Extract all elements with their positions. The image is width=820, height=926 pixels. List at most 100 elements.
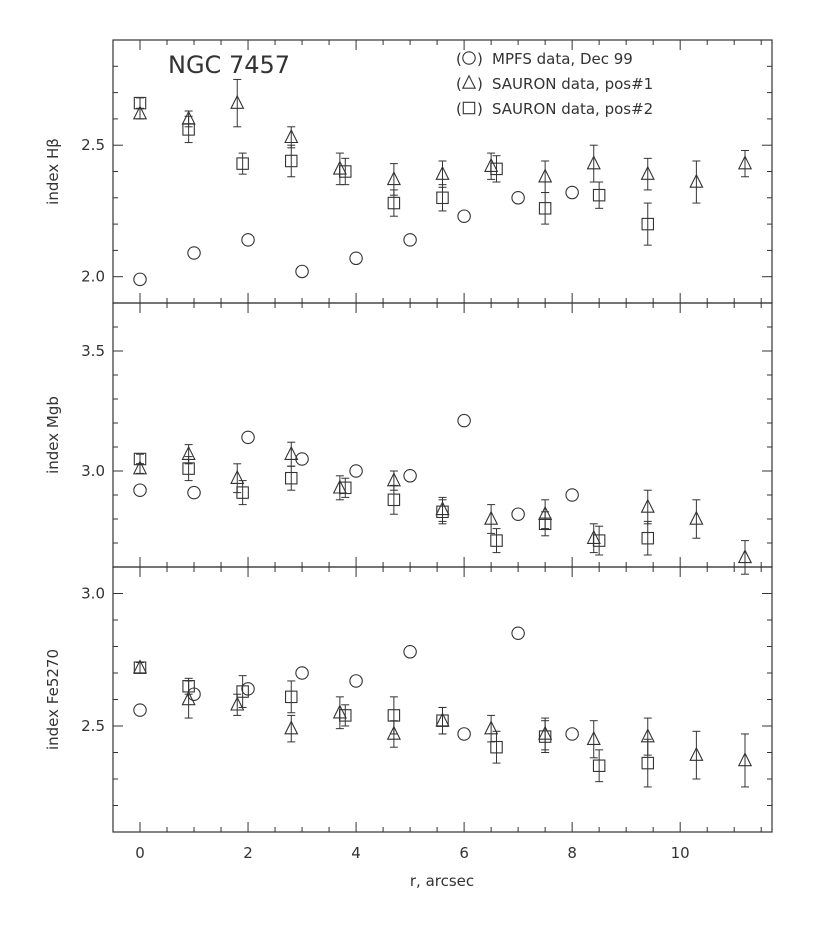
square-point bbox=[641, 531, 655, 545]
x-tick-label: 4 bbox=[351, 844, 361, 862]
triangle-point bbox=[640, 165, 655, 180]
circle-point bbox=[133, 703, 147, 717]
panel-3-y-tick-label: 3.0 bbox=[81, 585, 105, 603]
square-point bbox=[592, 188, 606, 202]
square-point bbox=[339, 481, 352, 495]
triangle-point bbox=[689, 510, 704, 525]
square-point bbox=[490, 740, 503, 754]
legend-paren-open: ( bbox=[456, 75, 462, 93]
circle-point bbox=[349, 674, 363, 688]
circle-point bbox=[511, 626, 525, 640]
panel-1-y-tick-label: 2.5 bbox=[81, 136, 105, 154]
triangle-point bbox=[640, 498, 655, 513]
triangle-point bbox=[689, 746, 704, 761]
panel-1-y-axis-label: index Hβ bbox=[44, 138, 62, 205]
square-point bbox=[339, 709, 352, 722]
legend-paren-open: ( bbox=[456, 50, 462, 68]
square-point bbox=[490, 162, 503, 176]
square-point bbox=[133, 452, 147, 466]
circle-point bbox=[457, 209, 471, 223]
circle-point bbox=[565, 185, 579, 200]
square-point bbox=[641, 217, 655, 231]
square-point bbox=[538, 517, 552, 531]
square-point bbox=[490, 534, 503, 547]
axis-labels: 2.0 2.5 index Hβ 3.0 3.5 index Mgb 2.5 3.0 index… bbox=[44, 136, 690, 862]
triangle-point bbox=[230, 94, 245, 109]
data-marks bbox=[132, 78, 753, 788]
legend-paren-close: ) bbox=[477, 100, 483, 118]
x-tick-label: 6 bbox=[459, 844, 469, 862]
panel-3-frame bbox=[112, 566, 773, 833]
triangle-point bbox=[230, 696, 245, 711]
square-point bbox=[538, 730, 552, 743]
panel-3-y-axis-label: index Fe5270 bbox=[44, 649, 62, 750]
x-axis-label: r, arcsec bbox=[410, 872, 474, 890]
triangle-point bbox=[737, 155, 753, 170]
panel-2-y-axis-label: index Mgb bbox=[44, 396, 62, 474]
circle-point bbox=[241, 233, 255, 247]
legend-circle-marker bbox=[462, 51, 476, 65]
triangle-point bbox=[737, 548, 753, 564]
square-point bbox=[592, 534, 606, 547]
panel-frames bbox=[112, 39, 773, 833]
circle-point bbox=[403, 469, 417, 483]
circle-point bbox=[403, 233, 417, 247]
square-point bbox=[133, 661, 147, 674]
circle-point bbox=[241, 430, 255, 445]
legend-paren-close: ) bbox=[477, 50, 483, 68]
x-tick-label: 0 bbox=[135, 844, 145, 862]
circle-point bbox=[187, 246, 201, 260]
triangle-point bbox=[284, 128, 299, 144]
triangle-point bbox=[484, 720, 499, 735]
triangle-point bbox=[181, 691, 196, 706]
circle-point bbox=[295, 666, 309, 680]
circle-point bbox=[511, 191, 525, 205]
square-point bbox=[387, 196, 401, 210]
square-point bbox=[182, 462, 195, 475]
circle-point bbox=[349, 251, 363, 266]
legend-square-marker bbox=[462, 101, 476, 115]
circle-point bbox=[295, 264, 309, 279]
x-tick-label: 10 bbox=[671, 844, 690, 862]
triangle-point bbox=[435, 165, 450, 180]
circle-point bbox=[133, 272, 147, 287]
circle-point bbox=[565, 727, 579, 741]
circle-point bbox=[133, 483, 147, 497]
square-point bbox=[387, 709, 401, 722]
legend: () MPFS data, Dec 99 () SAURON data, pos#1 (… bbox=[456, 50, 653, 118]
square-point bbox=[436, 505, 449, 519]
circle-point bbox=[457, 727, 471, 741]
triangle-point bbox=[284, 720, 299, 735]
square-point bbox=[285, 154, 298, 168]
triangle-point bbox=[132, 105, 148, 120]
circle-point bbox=[457, 413, 471, 428]
square-point bbox=[641, 756, 655, 770]
chart-title: NGC 7457 bbox=[168, 51, 290, 79]
panel-2-frame bbox=[112, 302, 773, 568]
legend-entry-label: MPFS data, Dec 99 bbox=[492, 50, 633, 68]
square-point bbox=[182, 679, 195, 693]
triangle-point bbox=[586, 730, 601, 746]
square-point bbox=[236, 486, 249, 499]
square-point bbox=[387, 493, 401, 507]
square-point bbox=[236, 685, 249, 698]
triangle-point bbox=[586, 155, 601, 170]
triangle-point bbox=[230, 469, 245, 484]
legend-entry-label: SAURON data, pos#2 bbox=[492, 100, 653, 118]
square-point bbox=[592, 759, 606, 772]
panel-1-y-tick-label: 2.0 bbox=[81, 268, 105, 286]
panel-2-y-tick-label: 3.0 bbox=[81, 462, 105, 480]
legend-entry-label: SAURON data, pos#1 bbox=[492, 75, 653, 93]
square-point bbox=[285, 471, 298, 485]
legend-triangle-marker bbox=[461, 74, 477, 89]
square-point bbox=[436, 191, 449, 205]
panel-3-y-tick-label: 2.5 bbox=[81, 717, 105, 735]
circle-point bbox=[187, 485, 201, 500]
square-point bbox=[339, 165, 352, 178]
square-point bbox=[285, 690, 298, 704]
triangle-point bbox=[284, 445, 299, 460]
triangle-point bbox=[386, 170, 401, 186]
legend-paren-close: ) bbox=[477, 75, 483, 93]
circle-point bbox=[565, 488, 579, 502]
